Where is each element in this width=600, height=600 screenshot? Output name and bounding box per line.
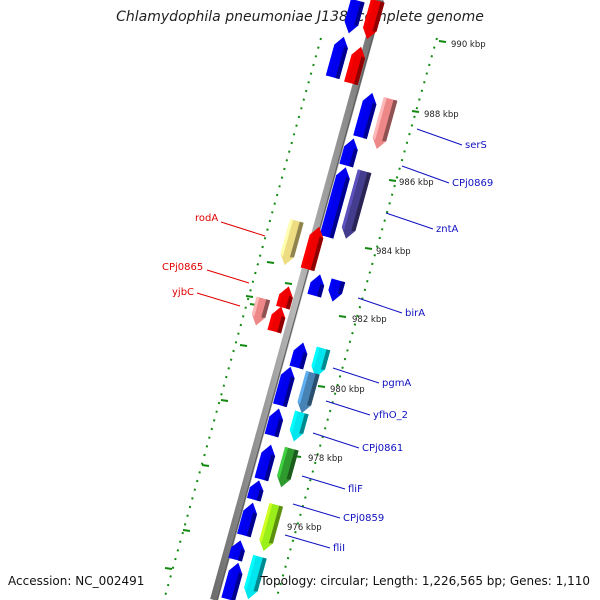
gene-arrow[interactable] (370, 97, 398, 151)
gene-label[interactable]: zntA (436, 224, 459, 235)
gene-arrow[interactable] (289, 341, 310, 370)
gene-arrow[interactable] (276, 285, 295, 310)
gene-label[interactable]: pgmA (382, 378, 411, 389)
label-pointer-line (292, 503, 341, 519)
scale-label: 982 kbp (352, 315, 387, 325)
gene-label[interactable]: rodA (195, 213, 218, 224)
gene-arrow[interactable] (319, 165, 353, 239)
gene-arrow[interactable] (309, 346, 331, 380)
gene-arrow[interactable] (267, 305, 288, 334)
gene-arrow[interactable] (278, 218, 304, 267)
gene-arrow[interactable] (287, 410, 309, 444)
gene-arrow[interactable] (344, 45, 368, 86)
scale-label: 984 kbp (376, 247, 411, 257)
label-pointer-line (206, 269, 250, 284)
gene-arrow[interactable] (326, 278, 346, 304)
label-pointer-line (385, 212, 434, 230)
gene-arrow[interactable] (274, 446, 299, 489)
gc-track-left (163, 37, 322, 600)
gene-labels-left: rodA CPj0865 yjbC (162, 213, 218, 298)
gene-arrow[interactable] (249, 296, 271, 328)
gene-arrow[interactable] (264, 407, 286, 438)
label-pointer-line (220, 221, 266, 237)
gene-arrow[interactable] (325, 35, 351, 80)
gene-label[interactable]: CPj0859 (343, 513, 384, 524)
gene-arrow[interactable] (295, 370, 320, 415)
gene-label[interactable]: serS (465, 140, 487, 151)
scale-label: 990 kbp (451, 40, 486, 50)
label-pointer-line (332, 367, 380, 384)
scale-labels: 990 kbp 988 kbp 986 kbp 984 kbp 982 kbp … (287, 40, 486, 533)
label-pointer-line (196, 292, 241, 307)
genome-backbone (210, 0, 384, 600)
gene-label[interactable]: birA (405, 308, 425, 319)
gene-arrow[interactable] (257, 503, 284, 553)
scale-label: 980 kbp (330, 385, 365, 395)
gc-track-right (275, 37, 438, 600)
label-pointer-line (301, 475, 346, 490)
gene-arrows-forward (221, 0, 379, 600)
gene-arrow[interactable] (339, 169, 372, 240)
gene-arrow[interactable] (353, 91, 379, 140)
gene-arrow[interactable] (339, 137, 360, 168)
label-pointer-line (284, 534, 331, 549)
scale-label: 976 kbp (287, 523, 322, 533)
gene-label[interactable]: yfhO_2 (373, 410, 408, 421)
gene-label[interactable]: fliF (348, 484, 363, 495)
gene-arrow[interactable] (221, 561, 245, 600)
label-pointer-line (357, 297, 403, 314)
gene-label[interactable]: CPj0861 (362, 443, 403, 454)
gene-arrow[interactable] (228, 538, 247, 562)
gene-arrow[interactable] (241, 554, 267, 600)
label-pointer-line (312, 432, 360, 449)
gene-arrow[interactable] (254, 443, 278, 482)
label-pointer-line (325, 400, 371, 416)
gene-label[interactable]: yjbC (172, 287, 194, 298)
label-pointer-line (401, 165, 450, 184)
gene-labels-right: serS CPj0869 zntA birA pgmA yfhO_2 CPj08… (333, 140, 493, 554)
gene-arrows-reverse (241, 0, 398, 600)
page-title: Chlamydophila pneumoniae J138, complete … (116, 9, 484, 25)
gene-label[interactable]: fliI (333, 543, 345, 554)
gene-arrow[interactable] (237, 501, 260, 538)
gene-arrow[interactable] (342, 0, 365, 35)
label-pointers (196, 128, 463, 549)
scale-label: 978 kbp (308, 454, 343, 464)
gene-arrow[interactable] (360, 0, 385, 41)
gene-arrow[interactable] (247, 478, 266, 502)
gene-arrow[interactable] (273, 365, 297, 408)
gene-arrow[interactable] (307, 273, 326, 298)
label-pointer-line (416, 128, 463, 146)
gene-label[interactable]: CPj0869 (452, 178, 493, 189)
scale-label: 988 kbp (424, 110, 459, 120)
gene-label[interactable]: CPj0865 (162, 262, 203, 273)
scale-label: 986 kbp (399, 178, 434, 188)
scale-ticks (164, 40, 447, 570)
genome-stats-text: Topology: circular; Length: 1,226,565 bp… (260, 574, 590, 588)
gene-arrow[interactable] (300, 225, 326, 272)
accession-text: Accession: NC_002491 (8, 574, 145, 588)
